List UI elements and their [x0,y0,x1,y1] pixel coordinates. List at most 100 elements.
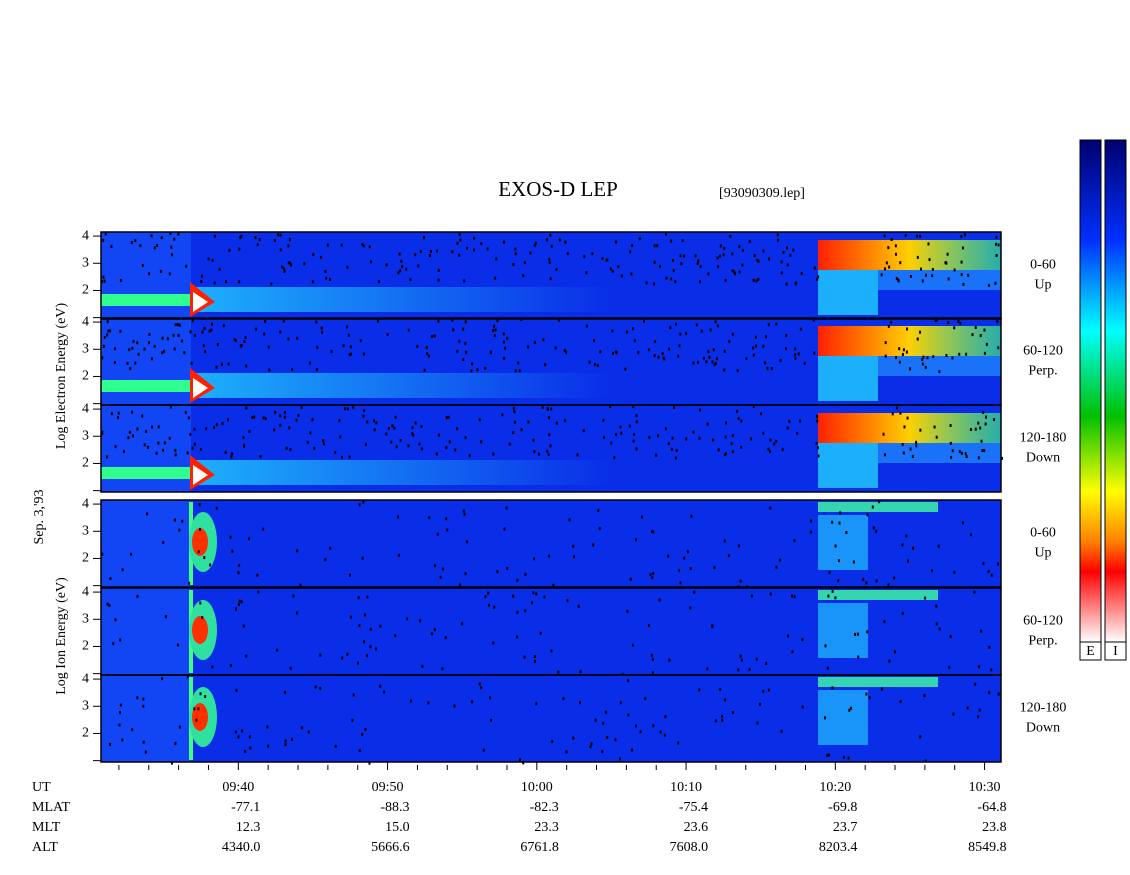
speck [452,328,455,332]
speck [433,334,436,338]
speck [548,257,551,261]
speck [262,416,265,420]
speck [210,328,213,332]
speck [506,566,509,570]
speck [565,750,568,754]
speck [531,601,534,605]
speck [997,346,1000,350]
speck [238,280,241,284]
speck [512,431,515,435]
speck [283,411,286,415]
speck [620,431,623,435]
speck [238,247,241,251]
speck [383,690,386,694]
speck [300,726,303,730]
speck [760,412,763,416]
speck [199,601,202,605]
speck [762,689,765,693]
speck [683,556,686,560]
speck [478,418,481,422]
speck [988,691,991,695]
speck [816,419,819,423]
speck [953,326,956,330]
speck [550,649,553,653]
speck [215,423,218,427]
speck [102,275,105,279]
speck [174,453,177,457]
speck [590,742,593,746]
speck [721,714,724,718]
speck [850,706,853,710]
speck [523,261,526,265]
speck [101,552,104,556]
speck [767,688,770,692]
speck [235,688,238,692]
speck [539,631,542,635]
speck [200,274,203,278]
speck [709,328,712,332]
speck [356,661,359,665]
speck [374,647,377,651]
speck [706,422,709,426]
speck [407,328,410,332]
speck [429,254,432,258]
speck [765,662,768,666]
ephemeris-value: -64.8 [977,800,1006,815]
speck [397,271,400,275]
speck [809,530,812,534]
speck [416,344,419,348]
injection [818,413,1001,443]
speck [357,596,360,600]
speck [119,703,122,707]
speck [308,361,311,365]
speck [429,249,432,253]
speck [678,568,681,572]
speck [487,591,490,595]
speck [204,695,207,699]
speck [699,265,702,269]
speck [890,238,893,242]
speck [458,233,461,237]
speck [725,421,728,425]
speck [204,350,207,354]
speck [638,237,641,241]
speck [547,453,550,457]
speck [775,439,778,443]
speck [314,685,317,689]
speck [778,558,781,562]
speck [987,569,990,573]
speck [965,352,968,356]
speck [891,412,894,416]
speck [653,282,656,286]
speck [671,436,674,440]
ephemeris-value: -75.4 [679,800,708,815]
speck [729,234,732,238]
speck [215,365,218,369]
speck [535,702,538,706]
speck [925,273,928,277]
speck [924,596,927,600]
speck [114,347,117,351]
speck [931,569,934,573]
speck [635,538,638,542]
speck [350,615,353,619]
speck [297,413,300,417]
speck [794,353,797,357]
low-energy-fade [190,287,610,312]
speck [969,427,972,431]
speck [341,455,344,459]
speck [815,441,818,445]
speck [231,452,234,456]
speck [462,509,465,513]
speck [685,437,688,441]
speck [872,526,875,530]
chart-subtitle: [93090309.lep] [719,186,805,201]
speck [731,332,734,336]
speck [527,345,530,349]
colorbar-label: I [1113,644,1118,659]
speck [458,339,461,343]
speck [315,368,318,372]
speck [674,280,677,284]
speck [150,234,153,238]
speck [238,563,241,567]
